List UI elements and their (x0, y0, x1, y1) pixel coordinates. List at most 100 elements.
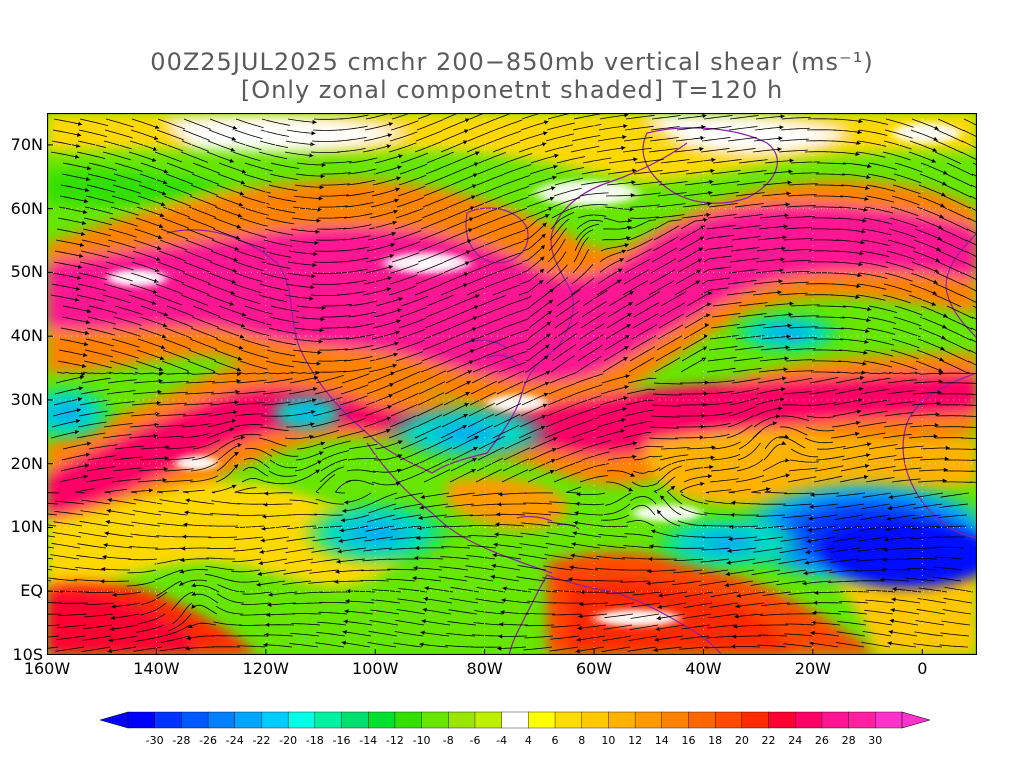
streamline-arrowhead (184, 510, 189, 515)
streamline (727, 137, 757, 142)
streamline (286, 423, 315, 428)
streamline (239, 624, 269, 626)
streamline (519, 414, 547, 428)
streamline (292, 206, 322, 210)
streamline (545, 542, 575, 549)
streamline (701, 547, 731, 551)
streamline-arrowhead (339, 528, 344, 533)
streamline (154, 569, 183, 581)
streamline (967, 217, 977, 223)
streamline (85, 602, 115, 606)
streamline (162, 349, 191, 361)
streamline (311, 140, 341, 142)
streamline (440, 424, 467, 439)
streamline (892, 467, 922, 472)
streamline (603, 624, 633, 630)
streamline (109, 360, 138, 370)
streamline (234, 413, 264, 417)
streamline (789, 172, 819, 175)
streamline (733, 624, 763, 628)
streamline-arrowhead (781, 387, 786, 392)
streamline (129, 424, 159, 428)
streamline-arrowhead (316, 218, 321, 223)
streamline (313, 397, 342, 406)
streamline (390, 404, 418, 417)
streamline (338, 125, 368, 131)
streamline (756, 514, 786, 517)
streamline (544, 426, 572, 439)
streamline (830, 294, 860, 298)
streamline (156, 129, 185, 141)
streamline (752, 291, 782, 296)
streamline (112, 591, 142, 596)
streamline (686, 292, 713, 307)
streamline (60, 464, 90, 472)
streamline-arrowhead (623, 396, 628, 401)
streamline (757, 377, 787, 384)
streamline-arrowhead (230, 147, 235, 152)
streamline-arrowhead (701, 124, 706, 130)
streamline (764, 160, 794, 164)
streamline (475, 327, 503, 340)
streamline (525, 344, 550, 362)
streamline-arrowhead (539, 269, 545, 274)
streamline (284, 558, 314, 564)
streamline-arrowhead (863, 207, 868, 212)
streamline-arrowhead (263, 642, 268, 647)
streamline (390, 263, 419, 274)
streamline (778, 292, 808, 296)
streamline (910, 413, 940, 417)
streamline-arrowhead (786, 191, 791, 196)
streamline (597, 418, 626, 428)
streamline (414, 425, 442, 439)
streamline (726, 291, 756, 296)
streamline (205, 566, 235, 571)
streamline (598, 125, 628, 131)
streamline-arrowhead (863, 350, 868, 355)
streamline (268, 470, 297, 477)
streamline-arrowhead (338, 538, 343, 543)
streamline (137, 479, 167, 483)
streamline (555, 300, 580, 318)
streamline (788, 467, 818, 472)
streamline (468, 535, 498, 538)
streamline (47, 513, 58, 516)
streamline (733, 214, 763, 219)
streamline (111, 602, 141, 608)
streamline (191, 316, 220, 328)
streamline-arrowhead (551, 186, 556, 191)
streamline-arrowhead (419, 505, 424, 510)
streamline-arrowhead (727, 548, 732, 554)
streamline (54, 511, 84, 516)
streamline (413, 567, 443, 571)
streamline (809, 239, 839, 241)
streamline-arrowhead (312, 119, 317, 125)
streamline (241, 338, 270, 348)
streamline (911, 261, 939, 273)
streamline (257, 569, 287, 575)
colorbar-tick-label: -14 (359, 734, 378, 747)
streamline (370, 342, 399, 351)
streamline (889, 619, 919, 626)
streamline-arrowhead (703, 334, 708, 339)
streamline (314, 250, 344, 252)
streamline-arrowhead (632, 168, 637, 173)
streamline (764, 436, 789, 450)
streamline (813, 475, 843, 483)
streamline (726, 558, 756, 564)
streamline (676, 258, 703, 274)
streamline (473, 349, 501, 362)
streamline (498, 492, 528, 495)
streamline-arrowhead (941, 335, 946, 340)
streamline (526, 197, 555, 208)
streamline (499, 350, 528, 362)
streamline (814, 195, 843, 198)
streamline (634, 291, 661, 307)
streamline (802, 580, 832, 585)
streamline (322, 440, 351, 450)
streamline-arrowhead (310, 422, 315, 427)
colorbar-swatch (714, 711, 743, 729)
streamline (913, 643, 943, 648)
streamline (574, 384, 603, 395)
streamline-arrowhead (944, 456, 949, 461)
